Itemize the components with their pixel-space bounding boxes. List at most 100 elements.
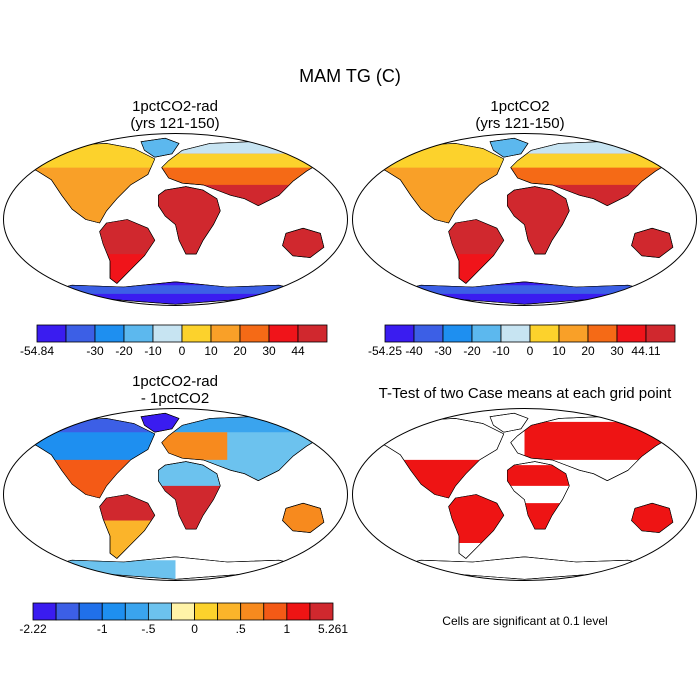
colorbar-box <box>101 602 126 621</box>
shading-band-south-america <box>99 494 155 521</box>
colorbar-tick-label: 0 <box>179 344 186 358</box>
shading-band-south-america <box>448 494 504 543</box>
colorbar-box <box>384 324 415 343</box>
colorbar-box <box>36 324 67 343</box>
coastline-south-america <box>448 219 505 284</box>
colorbar-box <box>442 324 473 343</box>
colorbar-tick-label: 30 <box>262 344 276 358</box>
colorbar-box <box>171 602 195 621</box>
map-border <box>352 133 697 306</box>
colorbar-tick-label: 44 <box>291 344 305 358</box>
colorbar-tick-label: -.5 <box>141 622 155 636</box>
map-border <box>3 408 348 581</box>
colorbar-box <box>239 324 270 343</box>
colorbar-panel-1: -54.84 -30 -20 -10 0 10 20 30 44 <box>20 324 328 358</box>
shading-band-north-america <box>23 143 155 168</box>
coastline-greenland <box>140 412 180 433</box>
shading-band-eurasia <box>510 153 673 168</box>
colorbar-box <box>78 602 103 621</box>
colorbar-tick-label: 0 <box>527 344 534 358</box>
coastline-greenland <box>489 412 529 433</box>
coastline-greenland <box>140 137 180 158</box>
colorbar-box <box>94 324 125 343</box>
shading-band-africa <box>507 465 570 486</box>
colorbar-tick-label: 0 <box>191 622 198 636</box>
panel-1-title-line2: (yrs 121-150) <box>130 115 220 132</box>
colorbar-box <box>286 602 311 621</box>
map-panel-ttest <box>352 408 697 581</box>
coastline-south-america <box>448 494 505 559</box>
coastline-australia <box>282 502 325 533</box>
colorbar-box <box>217 602 242 621</box>
colorbar-tick-label: 10 <box>204 344 218 358</box>
colorbar-tick-label: -30 <box>434 344 452 358</box>
colorbar-tick-label: 5.261 <box>318 622 348 636</box>
map-land <box>372 137 674 305</box>
coastline-antarctica <box>37 556 314 580</box>
colorbar-tick-label: 10 <box>552 344 566 358</box>
colorbar-box <box>413 324 444 343</box>
coastline-australia <box>282 227 325 258</box>
panel-1-title-line1: 1pctCO2-rad <box>132 98 218 115</box>
significance-note: Cells are significant at 0.1 level <box>442 614 608 628</box>
map-border <box>3 133 348 306</box>
colorbar-tick-label: -10 <box>492 344 510 358</box>
shading-band-antarctica <box>37 285 314 294</box>
map-panel-1pctco2 <box>352 133 697 306</box>
shading-band-antarctica <box>386 285 663 294</box>
colorbar-tick-label: -2.22 <box>19 622 47 636</box>
colorbar-box <box>268 324 299 343</box>
colorbar-box <box>210 324 241 343</box>
colorbar-box <box>263 602 288 621</box>
colorbar-box <box>194 602 219 621</box>
colorbar-box <box>309 602 334 621</box>
panel-3-title: 1pctCO2-rad - 1pctCO2 <box>60 373 290 407</box>
shading-band-eurasia <box>510 184 673 206</box>
panel-1-title: 1pctCO2-rad (yrs 121-150) <box>60 98 290 132</box>
shading-band-eurasia <box>161 432 228 460</box>
coastline-australia <box>631 502 674 533</box>
shading-band-eurasia <box>524 421 663 460</box>
colorbar-box <box>297 324 328 343</box>
shading-band-eurasia <box>161 153 324 168</box>
shading-band-australia <box>631 503 673 533</box>
panel-2-title: 1pctCO2 (yrs 121-150) <box>405 98 635 132</box>
shading-band-south-america <box>99 219 155 255</box>
figure-title: MAM TG (C) <box>299 66 401 86</box>
colorbar-tick-label: 30 <box>610 344 624 358</box>
colorbar-panel-3: -2.22 -1 -.5 0 .5 1 5.261 <box>19 602 348 636</box>
colorbar-box <box>500 324 531 343</box>
colorbar-tick-label: 1 <box>284 622 291 636</box>
colorbar-panel-2: -54.25 -40 -30 -20 -10 0 10 20 30 44.11 <box>368 324 676 358</box>
shading-band-eurasia <box>161 184 324 206</box>
colorbar-box <box>123 324 154 343</box>
coastline-africa <box>507 461 570 530</box>
colorbar-tick-label: .5 <box>236 622 246 636</box>
panel-2-title-line1: 1pctCO2 <box>490 98 550 115</box>
coastline-antarctica <box>386 556 663 580</box>
coastline-africa <box>158 186 221 255</box>
colorbar-box <box>616 324 647 343</box>
shading-band-south-america <box>448 219 504 255</box>
colorbar-box <box>529 324 560 343</box>
colorbar-box <box>32 602 57 621</box>
coastline-south-america <box>99 494 156 559</box>
colorbar-tick-label: -54.84 <box>20 344 54 358</box>
colorbar-box <box>152 324 183 343</box>
map-panel-difference <box>3 408 348 581</box>
colorbar-box <box>65 324 96 343</box>
colorbar-box <box>124 602 149 621</box>
colorbar-box <box>147 602 172 621</box>
coastline-south-america <box>99 219 156 284</box>
coastline-africa <box>158 461 221 530</box>
map-panel-1pctco2-rad <box>3 133 348 306</box>
panel-2-title-line2: (yrs 121-150) <box>475 115 565 132</box>
coastline-australia <box>631 227 674 258</box>
coastline-antarctica <box>37 281 314 305</box>
coastline-antarctica <box>386 281 663 305</box>
shading-band-north-america <box>372 143 504 168</box>
colorbar-tick-label: -1 <box>97 622 108 636</box>
colorbar-box <box>181 324 212 343</box>
colorbar-box <box>587 324 618 343</box>
panel-4-title: T-Test of two Case means at each grid po… <box>378 385 672 402</box>
